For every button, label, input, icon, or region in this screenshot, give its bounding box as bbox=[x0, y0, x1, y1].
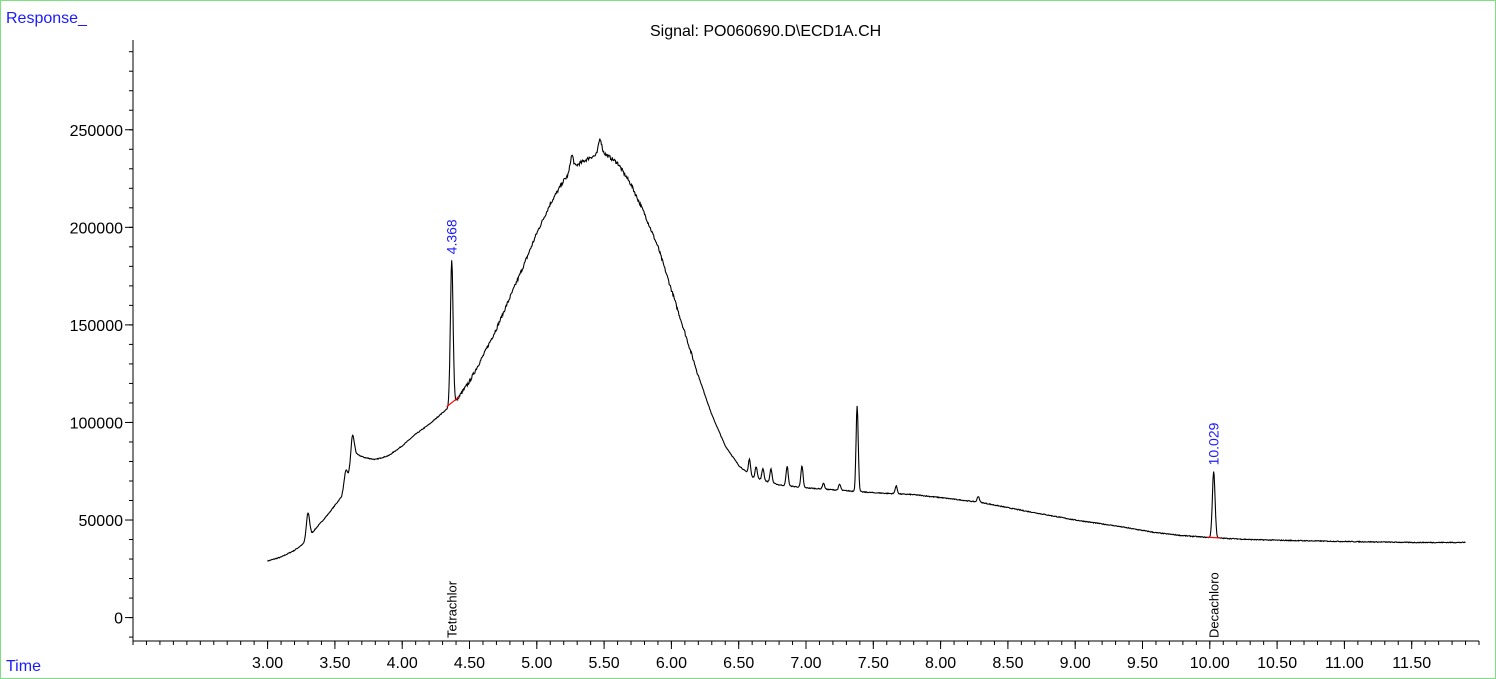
x-tick-label: 6.50 bbox=[723, 655, 754, 672]
x-tick-label: 11.00 bbox=[1325, 655, 1364, 672]
axes bbox=[132, 40, 1479, 642]
label-layer: 4.368 Tetrachlor 10.029 Decachloro bbox=[444, 219, 1222, 638]
trace-layer bbox=[267, 138, 1466, 562]
minor-ticks bbox=[129, 51, 1480, 645]
peak-baseline bbox=[446, 396, 460, 408]
x-tick-label: 8.50 bbox=[992, 655, 1023, 672]
compound-label: Decachloro bbox=[1207, 572, 1222, 638]
peak-baseline bbox=[1207, 536, 1221, 539]
signal-trace bbox=[267, 138, 1466, 562]
baseline-layer bbox=[446, 396, 1221, 539]
x-tick-label: 10.50 bbox=[1257, 655, 1297, 672]
y-tick-label: 50000 bbox=[79, 513, 124, 530]
x-tick-label: 4.50 bbox=[454, 655, 485, 672]
x-tick-label: 11.50 bbox=[1392, 655, 1431, 672]
x-tick-label: 9.00 bbox=[1060, 655, 1091, 672]
y-tick-label: 100000 bbox=[70, 415, 123, 432]
compound-label: Tetrachlor bbox=[445, 580, 460, 638]
x-tick-label: 4.00 bbox=[387, 655, 418, 672]
x-tick-label: 6.00 bbox=[656, 655, 687, 672]
x-tick-label: 8.00 bbox=[925, 655, 956, 672]
x-tick-label: 5.50 bbox=[589, 655, 620, 672]
y-tick-label: 200000 bbox=[70, 220, 123, 237]
x-tick-label: 7.00 bbox=[790, 655, 821, 672]
x-tick-label: 10.00 bbox=[1190, 655, 1230, 672]
x-tick-label: 3.00 bbox=[252, 655, 283, 672]
ticks: 3.00 3.50 4.00 4.50 5.00 5.50 6.00 6.50 7.00 7.50… bbox=[70, 123, 1432, 672]
y-axis-label: Response_ bbox=[6, 10, 87, 27]
peak-rt-label: 10.029 bbox=[1206, 422, 1222, 465]
chart-title: Signal: PO060690.D\ECD1A.CH bbox=[650, 23, 882, 40]
x-tick-label: 9.50 bbox=[1127, 655, 1158, 672]
x-axis-label: Time bbox=[6, 658, 41, 675]
y-tick-label: 250000 bbox=[70, 123, 123, 140]
peak-rt-label: 4.368 bbox=[444, 219, 460, 254]
x-tick-label: 7.50 bbox=[858, 655, 889, 672]
x-tick-label: 3.50 bbox=[319, 655, 350, 672]
y-tick-label: 150000 bbox=[70, 318, 123, 335]
x-tick-label: 5.00 bbox=[521, 655, 552, 672]
y-tick-label: 0 bbox=[114, 611, 123, 628]
